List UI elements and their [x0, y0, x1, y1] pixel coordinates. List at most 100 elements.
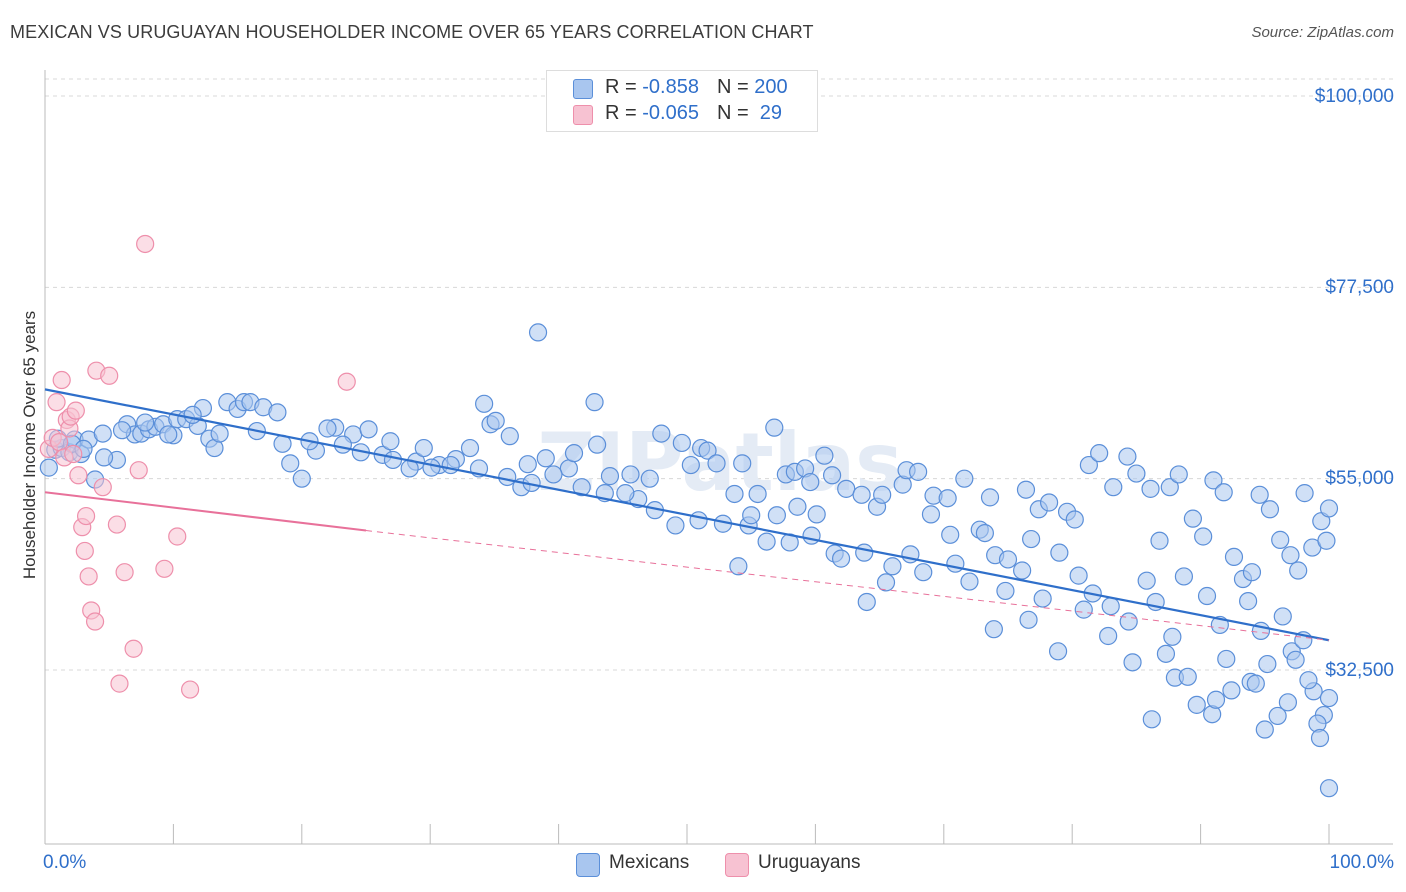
- mexican-point: [1163, 627, 1182, 646]
- y-tick-label-100000: $100,000: [1314, 86, 1394, 107]
- uruguayan-point: [79, 567, 98, 586]
- mexican-point: [518, 455, 537, 474]
- uruguayan-point: [115, 563, 134, 582]
- mexican-point: [996, 581, 1015, 601]
- mexican-point: [1118, 447, 1137, 466]
- mexican-point: [441, 455, 460, 475]
- uruguayan-trend-extension: [365, 530, 1330, 641]
- mexican-point: [183, 405, 202, 424]
- mexican-point: [1222, 681, 1241, 700]
- mexican-point: [585, 393, 604, 412]
- mexican-point: [1039, 493, 1059, 512]
- mexican-point: [757, 532, 776, 551]
- mexican-point: [1187, 695, 1206, 714]
- uruguayan-point: [66, 401, 85, 420]
- mexican-point: [822, 466, 842, 485]
- uruguayan-point: [180, 680, 200, 699]
- mexican-point: [1069, 566, 1088, 585]
- mexican-point: [359, 420, 378, 439]
- mexican-point: [1127, 464, 1146, 483]
- mexican-point: [616, 484, 635, 503]
- source-note: Source: ZipAtlas.com: [1251, 24, 1394, 41]
- mexican-point: [1050, 543, 1069, 562]
- mexican-point: [1142, 710, 1161, 729]
- mexican-point: [39, 458, 58, 477]
- mexican-point: [564, 444, 584, 463]
- mexican-point: [1295, 484, 1314, 503]
- mexican-point: [1013, 561, 1032, 580]
- mexican-point: [1319, 499, 1339, 518]
- mexican-point: [1022, 529, 1041, 549]
- mexican-point: [1214, 483, 1233, 502]
- mexican-point: [559, 459, 578, 478]
- mexican-point: [852, 485, 871, 504]
- mexican-point: [725, 484, 744, 504]
- uruguayan-point: [124, 639, 143, 658]
- mexican-point: [500, 427, 519, 446]
- y-tick-label-77500: $77,500: [1325, 277, 1394, 298]
- mexican-point: [998, 550, 1018, 569]
- mexican-point: [707, 454, 726, 473]
- mexican-point: [1174, 567, 1194, 586]
- x-tick-label-min: 0.0%: [43, 852, 87, 873]
- y-axis-title: Householder Income Over 65 years: [20, 310, 39, 580]
- mexican-point: [318, 419, 337, 438]
- legend-r-label: R =: [605, 76, 643, 98]
- mexican-point: [815, 446, 834, 465]
- mexican-point: [980, 488, 1000, 507]
- mexican-point: [767, 506, 786, 525]
- mexican-point: [1246, 674, 1265, 693]
- mexican-point: [876, 573, 896, 592]
- mexican-point: [1137, 571, 1156, 590]
- mexican-point: [742, 506, 761, 525]
- mexican-point: [666, 516, 685, 535]
- mexican-point: [1204, 471, 1223, 490]
- mexican-point: [1217, 649, 1236, 669]
- mexican-point: [210, 424, 229, 443]
- mexican-point: [652, 424, 671, 443]
- mexican-point: [955, 469, 974, 488]
- mexican-point: [1123, 653, 1142, 672]
- mexican-point: [788, 497, 807, 516]
- mexican-point: [984, 620, 1003, 639]
- mexican-point: [136, 413, 155, 432]
- mexican-point: [909, 462, 928, 481]
- legend-label-uruguayans: Uruguayans: [758, 852, 861, 873]
- mexican-point: [1242, 563, 1262, 582]
- mexican-point: [855, 543, 874, 562]
- uruguayan-point: [136, 234, 155, 254]
- legend-label-mexicans: Mexicans: [609, 852, 690, 873]
- legend-n-label: N =: [716, 102, 755, 124]
- uruguayan-point: [93, 478, 112, 497]
- mexican-point: [93, 424, 112, 443]
- mexican-point: [159, 425, 178, 444]
- mexican-point: [1194, 527, 1213, 546]
- mexican-point: [94, 448, 114, 467]
- mexican-point: [1099, 626, 1118, 646]
- mexican-point: [1317, 531, 1336, 550]
- uruguayan-point: [47, 393, 66, 412]
- mexican-point: [1074, 600, 1093, 619]
- mexican-point: [1048, 642, 1068, 661]
- uruguayan-point: [110, 674, 129, 693]
- mexican-point: [801, 472, 820, 492]
- mexican-point: [460, 438, 480, 458]
- mexican-point: [1150, 531, 1169, 550]
- mexican-point: [414, 438, 433, 458]
- mexican-point: [1079, 455, 1098, 475]
- mexican-point: [640, 469, 659, 488]
- chart-title: MEXICAN VS URUGUAYAN HOUSEHOLDER INCOME …: [10, 22, 814, 42]
- mexican-point: [1281, 546, 1300, 565]
- mexican-point: [528, 323, 548, 342]
- mexican-point: [1101, 597, 1120, 616]
- mexican-point: [1090, 444, 1109, 463]
- x-tick-label-max: 100.0%: [1329, 852, 1394, 873]
- legend-n-value: 200: [754, 76, 788, 98]
- mexican-point: [1206, 690, 1226, 709]
- mexican-point: [536, 449, 555, 468]
- mexican-point: [498, 467, 517, 487]
- mexican-point: [698, 441, 717, 460]
- legend-swatch-blue: [576, 853, 600, 877]
- mexican-point: [281, 454, 300, 473]
